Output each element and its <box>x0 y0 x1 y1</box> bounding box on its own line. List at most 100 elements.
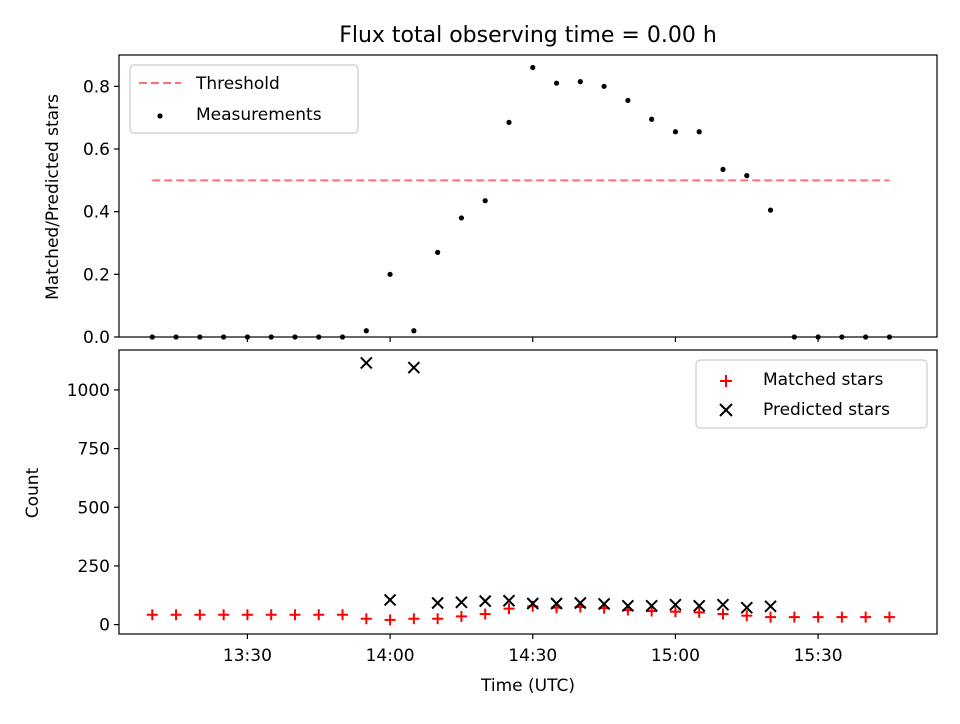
legend-predicted-swatch <box>719 403 733 417</box>
bottom-axes-frame <box>118 349 938 635</box>
measurement-point <box>458 215 465 221</box>
matched-star-point <box>693 606 705 618</box>
top-axes-frame <box>118 54 938 338</box>
bottom-y-tick-label: 1000 <box>67 381 110 401</box>
matched-star-point <box>765 611 777 623</box>
matched-star-point <box>241 609 253 621</box>
x-tick-label: 13:30 <box>223 646 272 666</box>
measurement-point <box>720 166 726 172</box>
predicted-star-point-b <box>502 594 516 607</box>
bottom-legend: Matched stars Predicted stars <box>695 359 928 429</box>
bottom-legend-box <box>695 359 928 429</box>
predicted-star-point <box>550 597 563 610</box>
predicted-star-point-b <box>407 361 421 374</box>
matched-star-point <box>836 611 848 623</box>
predicted-star-point-b <box>669 598 682 611</box>
measurement-point <box>649 116 655 122</box>
top-y-tick-label: 0.8 <box>83 77 110 97</box>
predicted-star-point-b <box>360 356 373 370</box>
predicted-star-point-b <box>478 594 492 608</box>
predicted-star-point <box>431 596 444 610</box>
predicted-star-point-b <box>693 599 706 613</box>
top-y-tick-label: 0.2 <box>83 265 110 285</box>
predicted-star-point-b <box>740 601 753 614</box>
predicted-star-point <box>478 594 492 608</box>
predicted-star-point-b <box>764 600 777 613</box>
predicted-star-point-b <box>383 593 397 607</box>
x-tick-label: 14:30 <box>508 646 557 666</box>
matched-star-point <box>669 606 681 618</box>
matched-star-point <box>384 614 396 626</box>
bottom-panel: 0 250 500 750 1000 13:30 14:00 14:30 15:00 15:30 <box>67 349 938 666</box>
predicted-star-point-b <box>621 599 635 613</box>
matched-star-point <box>788 611 800 623</box>
matched-star-point <box>503 603 515 615</box>
top-panel: 0.0 0.2 0.4 0.6 0.8 <box>83 54 938 348</box>
bottom-y-axis-label: Count <box>23 467 43 518</box>
predicted-star-point <box>455 596 468 609</box>
predicted-star-point <box>669 598 682 611</box>
predicted-star-point <box>526 597 539 610</box>
bottom-y-tick-label: 750 <box>78 440 110 460</box>
bottom-y-tick-label: 250 <box>78 557 110 577</box>
predicted-star-point-b <box>455 596 468 609</box>
measurement-point <box>696 129 702 135</box>
measurement-point <box>435 249 441 255</box>
predicted-star-point-b <box>716 598 730 611</box>
predicted-star-point-b <box>597 597 611 611</box>
matched-star-point <box>360 613 372 625</box>
bottom-y-tick-label: 500 <box>78 498 110 518</box>
matched-star-point <box>289 609 301 621</box>
x-tick-label: 14:00 <box>366 646 415 666</box>
x-tick-label: 15:00 <box>651 646 700 666</box>
matched-star-point <box>860 611 872 623</box>
x-tick-label: 15:30 <box>794 646 843 666</box>
matched-star-point <box>812 611 824 623</box>
predicted-star-point-b <box>431 596 444 610</box>
measurement-point <box>482 198 488 204</box>
predicted-star-point-b <box>574 596 587 610</box>
predicted-star-point <box>574 596 587 610</box>
predicted-star-point <box>740 601 753 614</box>
matched-star-point <box>146 609 158 621</box>
matched-star-point <box>646 605 658 617</box>
matched-star-point <box>194 609 206 621</box>
predicted-star-point <box>693 599 706 613</box>
measurement-point <box>767 207 774 213</box>
predicted-star-point <box>383 593 397 607</box>
measurement-point <box>601 83 607 89</box>
legend-measurements-label: Measurements <box>196 105 322 125</box>
predicted-star-point <box>360 356 373 370</box>
legend-predicted-label: Predicted stars <box>763 400 890 420</box>
predicted-star-point <box>597 597 611 611</box>
matched-star-point <box>741 610 753 622</box>
predicted-star-point-b <box>645 599 658 613</box>
top-legend-box <box>129 64 359 134</box>
measurement-point <box>672 129 679 135</box>
measurement-point <box>411 328 417 334</box>
predicted-star-point <box>764 600 777 613</box>
top-legend: Threshold Measurements <box>129 64 359 134</box>
legend-matched-swatch <box>720 375 732 387</box>
measurement-point <box>744 173 750 179</box>
predicted-star-point <box>716 598 730 611</box>
measurement-point <box>577 79 583 85</box>
top-y-tick-label: 0.4 <box>83 203 110 223</box>
matched-star-point <box>883 611 895 623</box>
measurement-point <box>506 119 512 125</box>
legend-matched-label: Matched stars <box>763 370 883 390</box>
predicted-star-point <box>407 361 421 374</box>
top-y-axis-label: Matched/Predicted stars <box>43 94 63 300</box>
matched-star-point <box>717 608 729 620</box>
matched-star-point <box>170 609 182 621</box>
measurement-point <box>387 271 393 277</box>
matched-star-point <box>337 609 349 621</box>
top-chart-title: Flux total observing time = 0.00 h <box>339 23 717 48</box>
predicted-star-point <box>502 594 516 607</box>
matched-star-point <box>455 610 467 622</box>
bottom-y-tick-label: 0 <box>99 616 110 636</box>
top-y-tick-label: 0.6 <box>83 140 110 160</box>
legend-measurements-swatch <box>157 113 163 119</box>
top-y-tick-label: 0.0 <box>83 328 110 348</box>
